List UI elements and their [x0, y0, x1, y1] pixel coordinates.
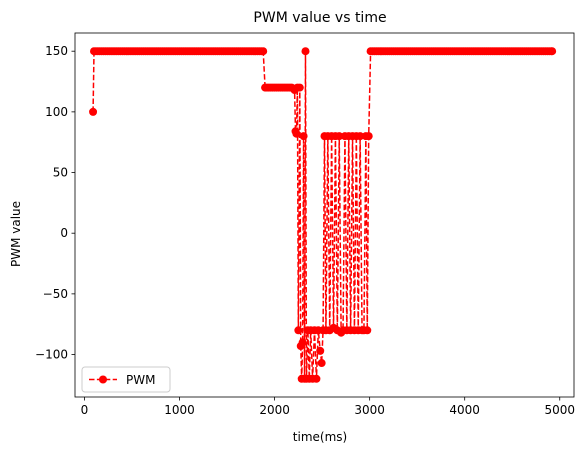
data-layer [89, 47, 557, 383]
plot-area [89, 47, 557, 383]
y-tick-label: 0 [60, 226, 68, 240]
y-axis-label: PWM value [9, 201, 23, 267]
legend: PWM [81, 366, 171, 393]
data-point [89, 107, 98, 116]
data-point [316, 346, 325, 355]
data-point [294, 326, 303, 335]
data-point [299, 132, 308, 141]
data-point [547, 47, 556, 56]
legend-box [81, 366, 171, 393]
y-tick-label: 100 [45, 105, 68, 119]
data-point [364, 132, 373, 141]
data-point [257, 47, 266, 56]
x-tick-label: 0 [81, 403, 89, 417]
data-point [317, 359, 326, 368]
axes: 0 1000 2000 3000 4000 5000 −100 −50 0 50 100 150 [35, 32, 575, 417]
data-point [363, 326, 372, 335]
x-tick-label: 5000 [544, 403, 575, 417]
legend-marker [99, 375, 107, 384]
data-point [295, 83, 304, 92]
data-point [356, 132, 365, 141]
chart-title: PWM value vs time [253, 10, 386, 26]
data-point [285, 83, 294, 92]
x-tick-label: 3000 [354, 403, 385, 417]
y-tick-label: −50 [43, 287, 68, 301]
legend-label: PWM [126, 373, 155, 387]
data-point [292, 129, 301, 138]
y-tick-label: 150 [45, 44, 68, 58]
x-tick-label: 2000 [259, 403, 290, 417]
data-point [312, 374, 321, 383]
data-point [335, 132, 344, 141]
y-tick-label: −100 [35, 348, 68, 362]
x-tick-label: 4000 [449, 403, 480, 417]
data-point [301, 47, 310, 56]
data-point [298, 338, 307, 347]
x-axis-label: time(ms) [293, 430, 347, 444]
x-tick-label: 1000 [164, 403, 195, 417]
y-tick-label: 50 [53, 166, 68, 180]
plot-frame [74, 32, 575, 398]
